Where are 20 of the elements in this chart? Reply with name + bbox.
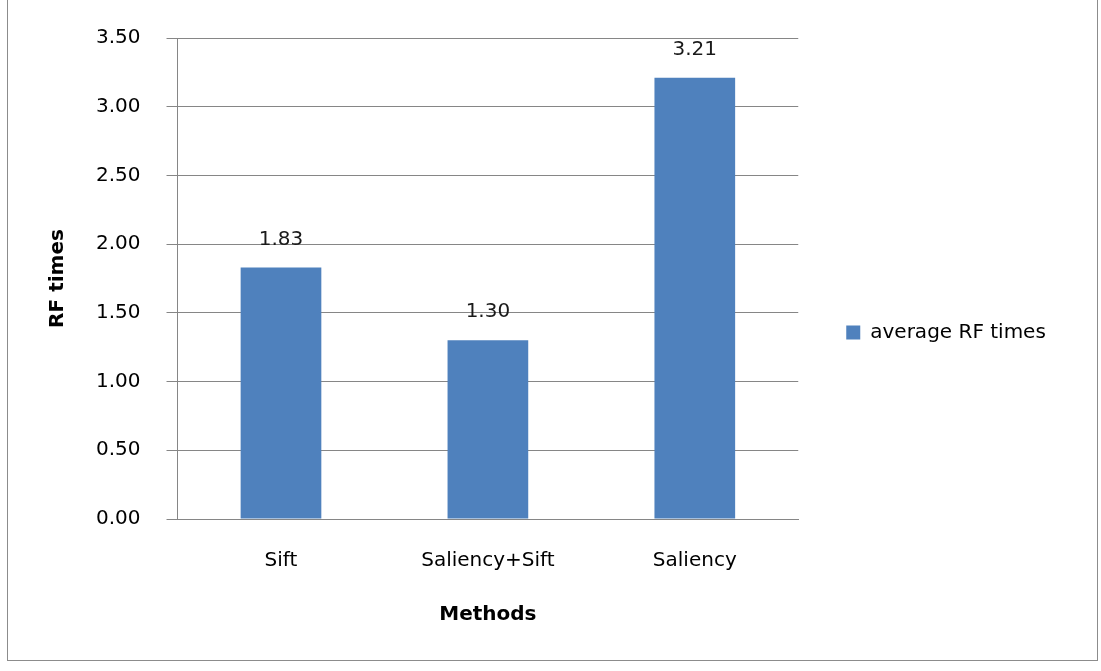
y-tick-label: 3.00 — [96, 92, 141, 117]
x-tick-label: Saliency — [652, 547, 737, 572]
bar — [654, 77, 736, 519]
x-tick-label: Sift — [264, 547, 298, 572]
data-label: 1.30 — [465, 298, 511, 323]
y-tick-label: 3.50 — [96, 24, 141, 49]
x-tick-label: Saliency+Sift — [421, 547, 555, 572]
y-tick-label: 1.50 — [96, 299, 141, 324]
y-tick-label: 0.50 — [96, 436, 141, 461]
bar — [447, 340, 529, 519]
y-tick-label: 1.00 — [96, 367, 141, 392]
data-label: 3.21 — [672, 35, 718, 60]
x-axis-title: Methods — [439, 601, 537, 626]
y-tick-label: 2.50 — [96, 161, 141, 186]
y-tick-label: 0.00 — [96, 505, 141, 530]
data-label: 1.83 — [258, 225, 304, 250]
y-tick-label: 2.00 — [96, 230, 141, 255]
legend-label: average RF times — [870, 318, 1046, 343]
bar — [240, 267, 322, 519]
y-axis-title: RF times — [44, 229, 69, 328]
